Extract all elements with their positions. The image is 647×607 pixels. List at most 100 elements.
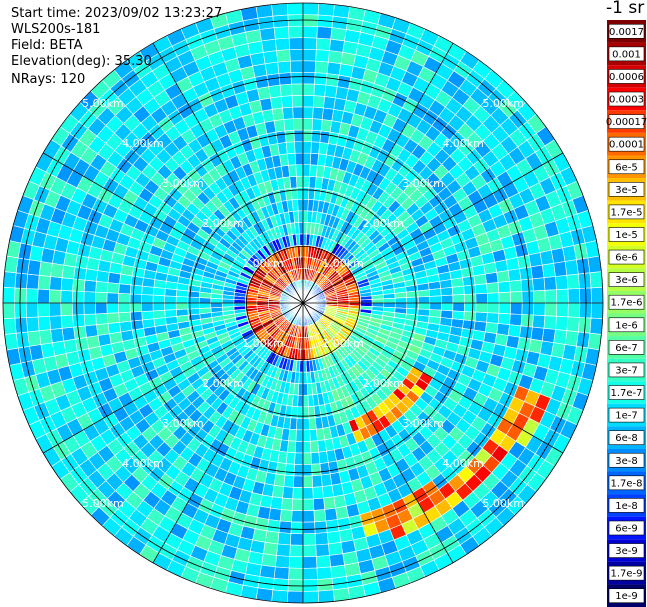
colorbar-label: 3e-8	[615, 456, 638, 467]
radar-cell	[451, 310, 465, 321]
range-ring-label: 2.00km	[362, 217, 404, 230]
radar-cell	[519, 325, 533, 340]
colorbar-label: 6e-7	[615, 343, 638, 354]
radar-cell	[72, 314, 86, 328]
colorbar-label-box	[608, 475, 645, 491]
colorbar-label-box	[608, 452, 645, 468]
radar-cell	[284, 129, 295, 143]
range-ring-label: 2.00km	[202, 377, 244, 390]
radar-cell	[48, 302, 62, 317]
radar-cell	[187, 302, 200, 310]
radar-cell	[326, 61, 342, 76]
radar-cell	[475, 292, 488, 304]
range-ring-label: 5.00km	[82, 497, 124, 510]
radar-cell	[314, 520, 328, 534]
radar-cell	[302, 71, 316, 85]
radar-cell	[295, 429, 304, 442]
radar-cell	[313, 83, 327, 97]
radar-cell	[497, 312, 511, 326]
radar-cell	[164, 302, 177, 311]
colorbar-label: 1e-5	[615, 230, 638, 241]
radar-cell	[141, 310, 155, 321]
radar-cell	[440, 286, 454, 297]
radar-cell	[60, 289, 73, 304]
colorbar-label: 1e-6	[615, 320, 638, 331]
radar-cell	[277, 532, 292, 546]
radar-cell	[299, 233, 304, 246]
radar-cell	[129, 302, 143, 313]
radar-cell	[302, 487, 314, 500]
radar-cell	[107, 321, 122, 335]
colorbar-label-box	[608, 294, 645, 310]
radar-cell	[302, 406, 310, 419]
radar-cell	[307, 394, 315, 408]
field-name: Field: BETA	[11, 38, 83, 53]
radar-cell	[84, 324, 99, 338]
radar-cell	[302, 417, 310, 431]
radar-cell	[187, 296, 200, 304]
radar-cell	[283, 118, 295, 132]
radar-cell	[417, 289, 431, 298]
range-ring-label: 4.00km	[122, 137, 164, 150]
radar-cell	[297, 394, 304, 408]
radar-cells	[2, 2, 604, 604]
range-ring-label: 4.00km	[442, 137, 484, 150]
colorbar-label: 1e-9	[615, 591, 638, 602]
radar-cell	[320, 473, 333, 487]
radar-cell	[285, 451, 296, 465]
radar-cell	[83, 313, 97, 327]
radar-cell	[302, 348, 307, 362]
range-ring-label: 1.00km	[322, 257, 364, 270]
radar-cell	[280, 95, 294, 109]
radar-cell	[73, 325, 87, 340]
radar-cell	[323, 96, 336, 110]
radar-cell	[294, 141, 304, 154]
radar-cell	[95, 280, 109, 294]
radar-cell	[317, 439, 327, 453]
radar-cell	[292, 106, 304, 119]
radar-cell	[164, 295, 177, 304]
radar-cell	[394, 302, 408, 309]
radar-cell	[302, 164, 311, 177]
radar-cell	[311, 474, 323, 488]
radar-cell	[259, 564, 276, 579]
colorbar-label: 0.0001	[609, 140, 644, 151]
radar-cell	[71, 290, 85, 304]
radar-cell	[26, 273, 40, 290]
radar-cell	[37, 288, 50, 304]
radar-cell	[302, 175, 310, 189]
radar-cell	[60, 314, 74, 329]
radar-cell	[428, 288, 442, 297]
radar-cell	[311, 129, 322, 143]
radar-cell	[274, 37, 291, 51]
radar-cell	[296, 175, 304, 189]
radar-cell	[95, 312, 109, 326]
radar-cell	[297, 198, 304, 212]
radar-cell	[294, 152, 304, 166]
radar-cell	[311, 118, 323, 132]
radar-cell	[589, 271, 603, 289]
radar-cell	[302, 394, 309, 408]
radar-cell	[2, 302, 16, 320]
radar-cell	[271, 589, 289, 603]
radar-cell	[27, 259, 42, 276]
radar-cell	[299, 244, 304, 258]
radar-cell	[521, 290, 535, 304]
colorbar-label: 3e-7	[615, 365, 638, 376]
radar-cell	[553, 329, 568, 345]
radar-cell	[266, 73, 281, 87]
radar-cell	[324, 507, 338, 522]
radar-cell	[302, 475, 314, 488]
colorbar-label-box	[608, 69, 645, 84]
colorbar-label: 3e-5	[615, 185, 638, 196]
radar-cell	[37, 274, 51, 291]
radar-cell	[302, 129, 313, 143]
colorbar-label-box	[608, 520, 645, 536]
radar-cell	[302, 25, 318, 39]
range-ring-labels: 1.00km 1.00km 1.00km 1.00km 2.00km 2.00km 2.00…	[82, 97, 524, 510]
radar-cell	[302, 198, 309, 212]
radar-cell	[323, 496, 336, 510]
radar-cell	[285, 141, 296, 155]
radar-cell	[289, 48, 304, 62]
radar-cell	[291, 498, 304, 512]
